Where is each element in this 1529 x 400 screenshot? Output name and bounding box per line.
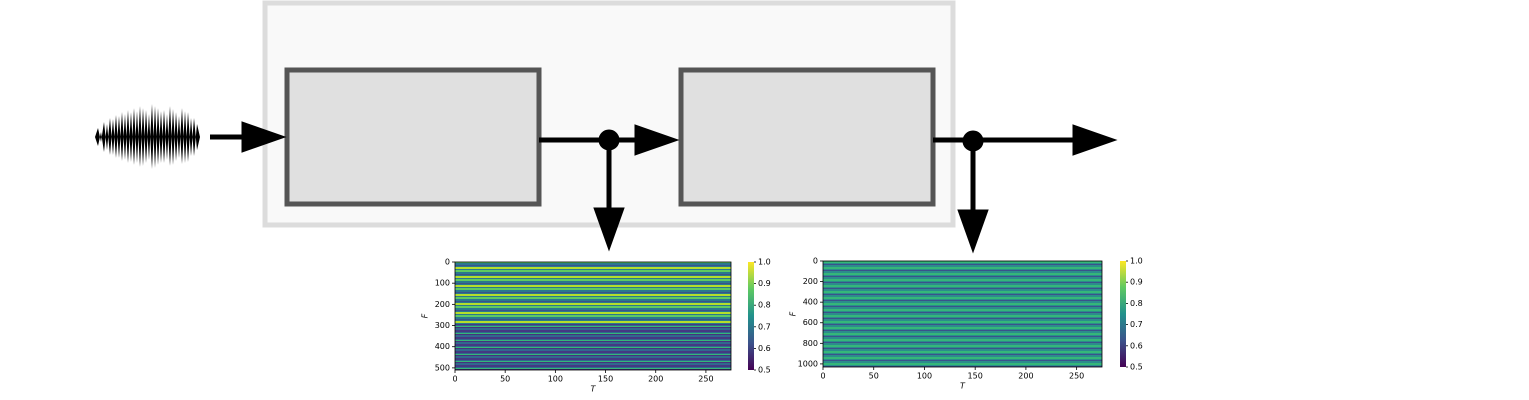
y-tick-label: 200 — [803, 277, 818, 286]
heatmap-image — [455, 262, 731, 324]
x-tick-label: 200 — [648, 375, 663, 384]
colorbar-tick-label: 0.5 — [1130, 363, 1143, 372]
x-tick-label: 150 — [968, 372, 983, 381]
plot-frame — [454, 261, 732, 371]
y-tick-label: 100 — [435, 279, 450, 288]
y-tick-label: 300 — [435, 321, 450, 330]
y-tick-label: 400 — [803, 298, 818, 307]
y-axis-label: F — [789, 311, 798, 316]
x-tick-label: 50 — [500, 375, 510, 384]
colorbar-tick-label: 0.5 — [758, 366, 771, 375]
colorbar-tick-label: 0.9 — [758, 279, 771, 288]
colorbar — [748, 262, 754, 370]
colorbar-tick-label: 1.0 — [1130, 257, 1143, 266]
x-tick-label: 150 — [598, 375, 613, 384]
x-tick-label: 100 — [548, 375, 563, 384]
heatmap-image — [823, 261, 1102, 367]
y-tick-label: 600 — [803, 318, 818, 327]
x-tick-label: 200 — [1018, 372, 1033, 381]
colorbar-tick-label: 0.6 — [1130, 341, 1143, 350]
y-tick-label: 0 — [813, 257, 818, 266]
y-tick-label: 500 — [435, 363, 450, 372]
plot-frame — [822, 260, 1103, 368]
colorbar-tick-label: 0.7 — [758, 322, 771, 331]
x-tick-label: 100 — [917, 372, 932, 381]
y-tick-label: 400 — [435, 342, 450, 351]
colorbar-tick-label: 0.8 — [1130, 299, 1143, 308]
colorbar — [1120, 261, 1126, 367]
colorbar-tick-label: 1.0 — [758, 258, 771, 267]
x-tick-label: 0 — [452, 375, 457, 384]
y-tick-label: 200 — [435, 300, 450, 309]
heatmap-image — [455, 324, 731, 370]
block-1 — [284, 67, 542, 207]
x-tick-label: 250 — [1069, 372, 1084, 381]
waveform — [95, 104, 200, 169]
y-tick-label: 800 — [803, 339, 818, 348]
x-tick-label: 250 — [698, 375, 713, 384]
block-2 — [678, 67, 936, 207]
colorbar-tick-label: 0.7 — [1130, 320, 1143, 329]
x-tick-label: 0 — [820, 372, 825, 381]
x-axis-label: T — [591, 385, 597, 394]
arrows — [210, 121, 1118, 254]
colorbar-tick-label: 0.9 — [1130, 278, 1143, 287]
colorbar-tick-label: 0.6 — [758, 344, 771, 353]
y-tick-label: 0 — [445, 258, 450, 267]
colorbar-tick-label: 0.8 — [758, 301, 771, 310]
x-tick-label: 50 — [869, 372, 879, 381]
y-axis-label: F — [421, 313, 430, 318]
x-axis-label: T — [960, 382, 966, 391]
y-tick-label: 1000 — [798, 359, 818, 368]
